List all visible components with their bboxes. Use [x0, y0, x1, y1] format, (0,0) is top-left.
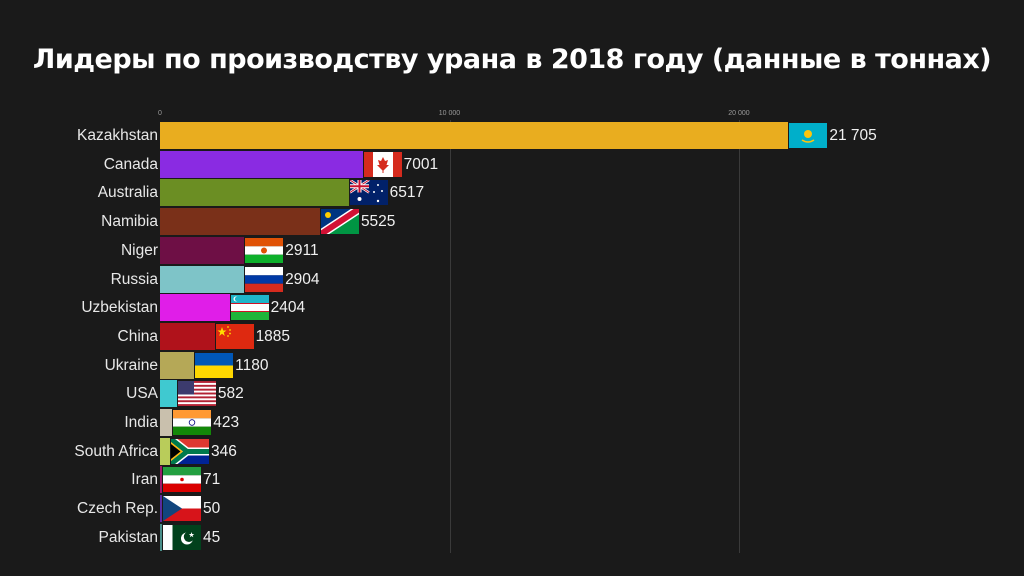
value-label: 2904: [285, 271, 320, 288]
ukraine-flag-icon: [195, 353, 234, 378]
iran-flag-icon: [163, 467, 202, 492]
chart-title: Лидеры по производству урана в 2018 году…: [32, 44, 992, 75]
bar: [160, 380, 177, 407]
value-label: 582: [217, 385, 244, 402]
country-label: Ukraine: [104, 357, 158, 374]
namibia-flag-icon: [320, 209, 359, 234]
australia-flag-icon: [349, 180, 388, 205]
bar-row: Ukraine 1180: [0, 352, 1024, 379]
value-label: 45: [203, 529, 221, 546]
india-flag-icon: [173, 410, 212, 435]
bar: [160, 466, 163, 493]
bar-row: Kazakhstan 21 705: [0, 122, 1024, 149]
country-label: South Africa: [74, 443, 158, 460]
value-label: 1885: [255, 328, 291, 345]
bar: [160, 495, 162, 522]
bar-row: Russia 2904: [0, 266, 1024, 293]
bar: [160, 122, 789, 149]
country-label: Kazakhstan: [77, 127, 158, 144]
gridline: [739, 120, 740, 553]
bar: [160, 323, 215, 350]
bar-row: Czech Rep. 50: [0, 495, 1024, 522]
value-label: 1180: [235, 357, 269, 374]
czech-flag-icon: [163, 496, 201, 521]
gridline: [450, 120, 451, 553]
bar-row: Niger 2911: [0, 237, 1024, 264]
china-flag-icon: [215, 324, 254, 349]
value-label: 5525: [360, 213, 396, 230]
russia-flag-icon: [245, 267, 284, 292]
country-label: Pakistan: [98, 529, 158, 546]
bar: [160, 179, 349, 206]
bar: [160, 352, 195, 379]
bar: [160, 208, 320, 235]
country-label: Niger: [120, 242, 158, 259]
x-axis-tick-label: 10 000: [438, 110, 461, 117]
bar-row: Pakistan 45: [0, 524, 1024, 551]
country-label: China: [117, 328, 159, 345]
bar: [160, 237, 245, 264]
canada-flag-icon: [363, 152, 402, 177]
bar-row: Canada 7001: [0, 151, 1024, 178]
country-label: Russia: [110, 271, 158, 288]
country-label: Canada: [103, 156, 158, 173]
bar-row: South Africa 346: [0, 438, 1024, 465]
bar-row: Australia 6517: [0, 179, 1024, 206]
bar: [160, 438, 171, 465]
value-label: 346: [211, 443, 237, 460]
bar-row: Iran 71: [0, 466, 1024, 493]
south-africa-flag-icon: [171, 439, 210, 464]
bar-row: India 423: [0, 409, 1024, 436]
uzbekistan-flag-icon: [230, 295, 269, 320]
value-label: 423: [213, 414, 240, 431]
value-label: 7001: [403, 156, 439, 173]
niger-flag-icon: [245, 238, 284, 263]
bar: [160, 294, 230, 321]
bar: [160, 409, 173, 436]
bar-row: USA 582: [0, 380, 1024, 407]
kazakhstan-flag-icon: [789, 123, 828, 148]
bar: [160, 151, 363, 178]
country-label: India: [124, 414, 158, 431]
value-label: 50: [203, 500, 221, 517]
value-label: 6517: [389, 184, 425, 201]
country-label: USA: [126, 385, 158, 402]
country-label: Iran: [131, 471, 158, 488]
country-label: Czech Rep.: [77, 500, 158, 517]
country-label: Namibia: [101, 213, 158, 230]
value-label: 71: [203, 471, 221, 488]
bar-row: Uzbekistan 2404: [0, 294, 1024, 321]
value-label: 2404: [270, 299, 306, 316]
bar: [160, 524, 162, 551]
pakistan-flag-icon: [163, 525, 201, 550]
country-label: Uzbekistan: [81, 299, 158, 316]
bar: [160, 266, 245, 293]
country-label: Australia: [97, 184, 158, 201]
value-label: 21 705: [829, 127, 877, 144]
x-axis-tick-label: 0: [158, 110, 162, 117]
value-label: 2911: [285, 242, 319, 259]
bar-row: China 1885: [0, 323, 1024, 350]
bar-row: Namibia 5525: [0, 208, 1024, 235]
x-axis-tick-label: 20 000: [728, 110, 750, 117]
usa-flag-icon: [177, 381, 216, 406]
